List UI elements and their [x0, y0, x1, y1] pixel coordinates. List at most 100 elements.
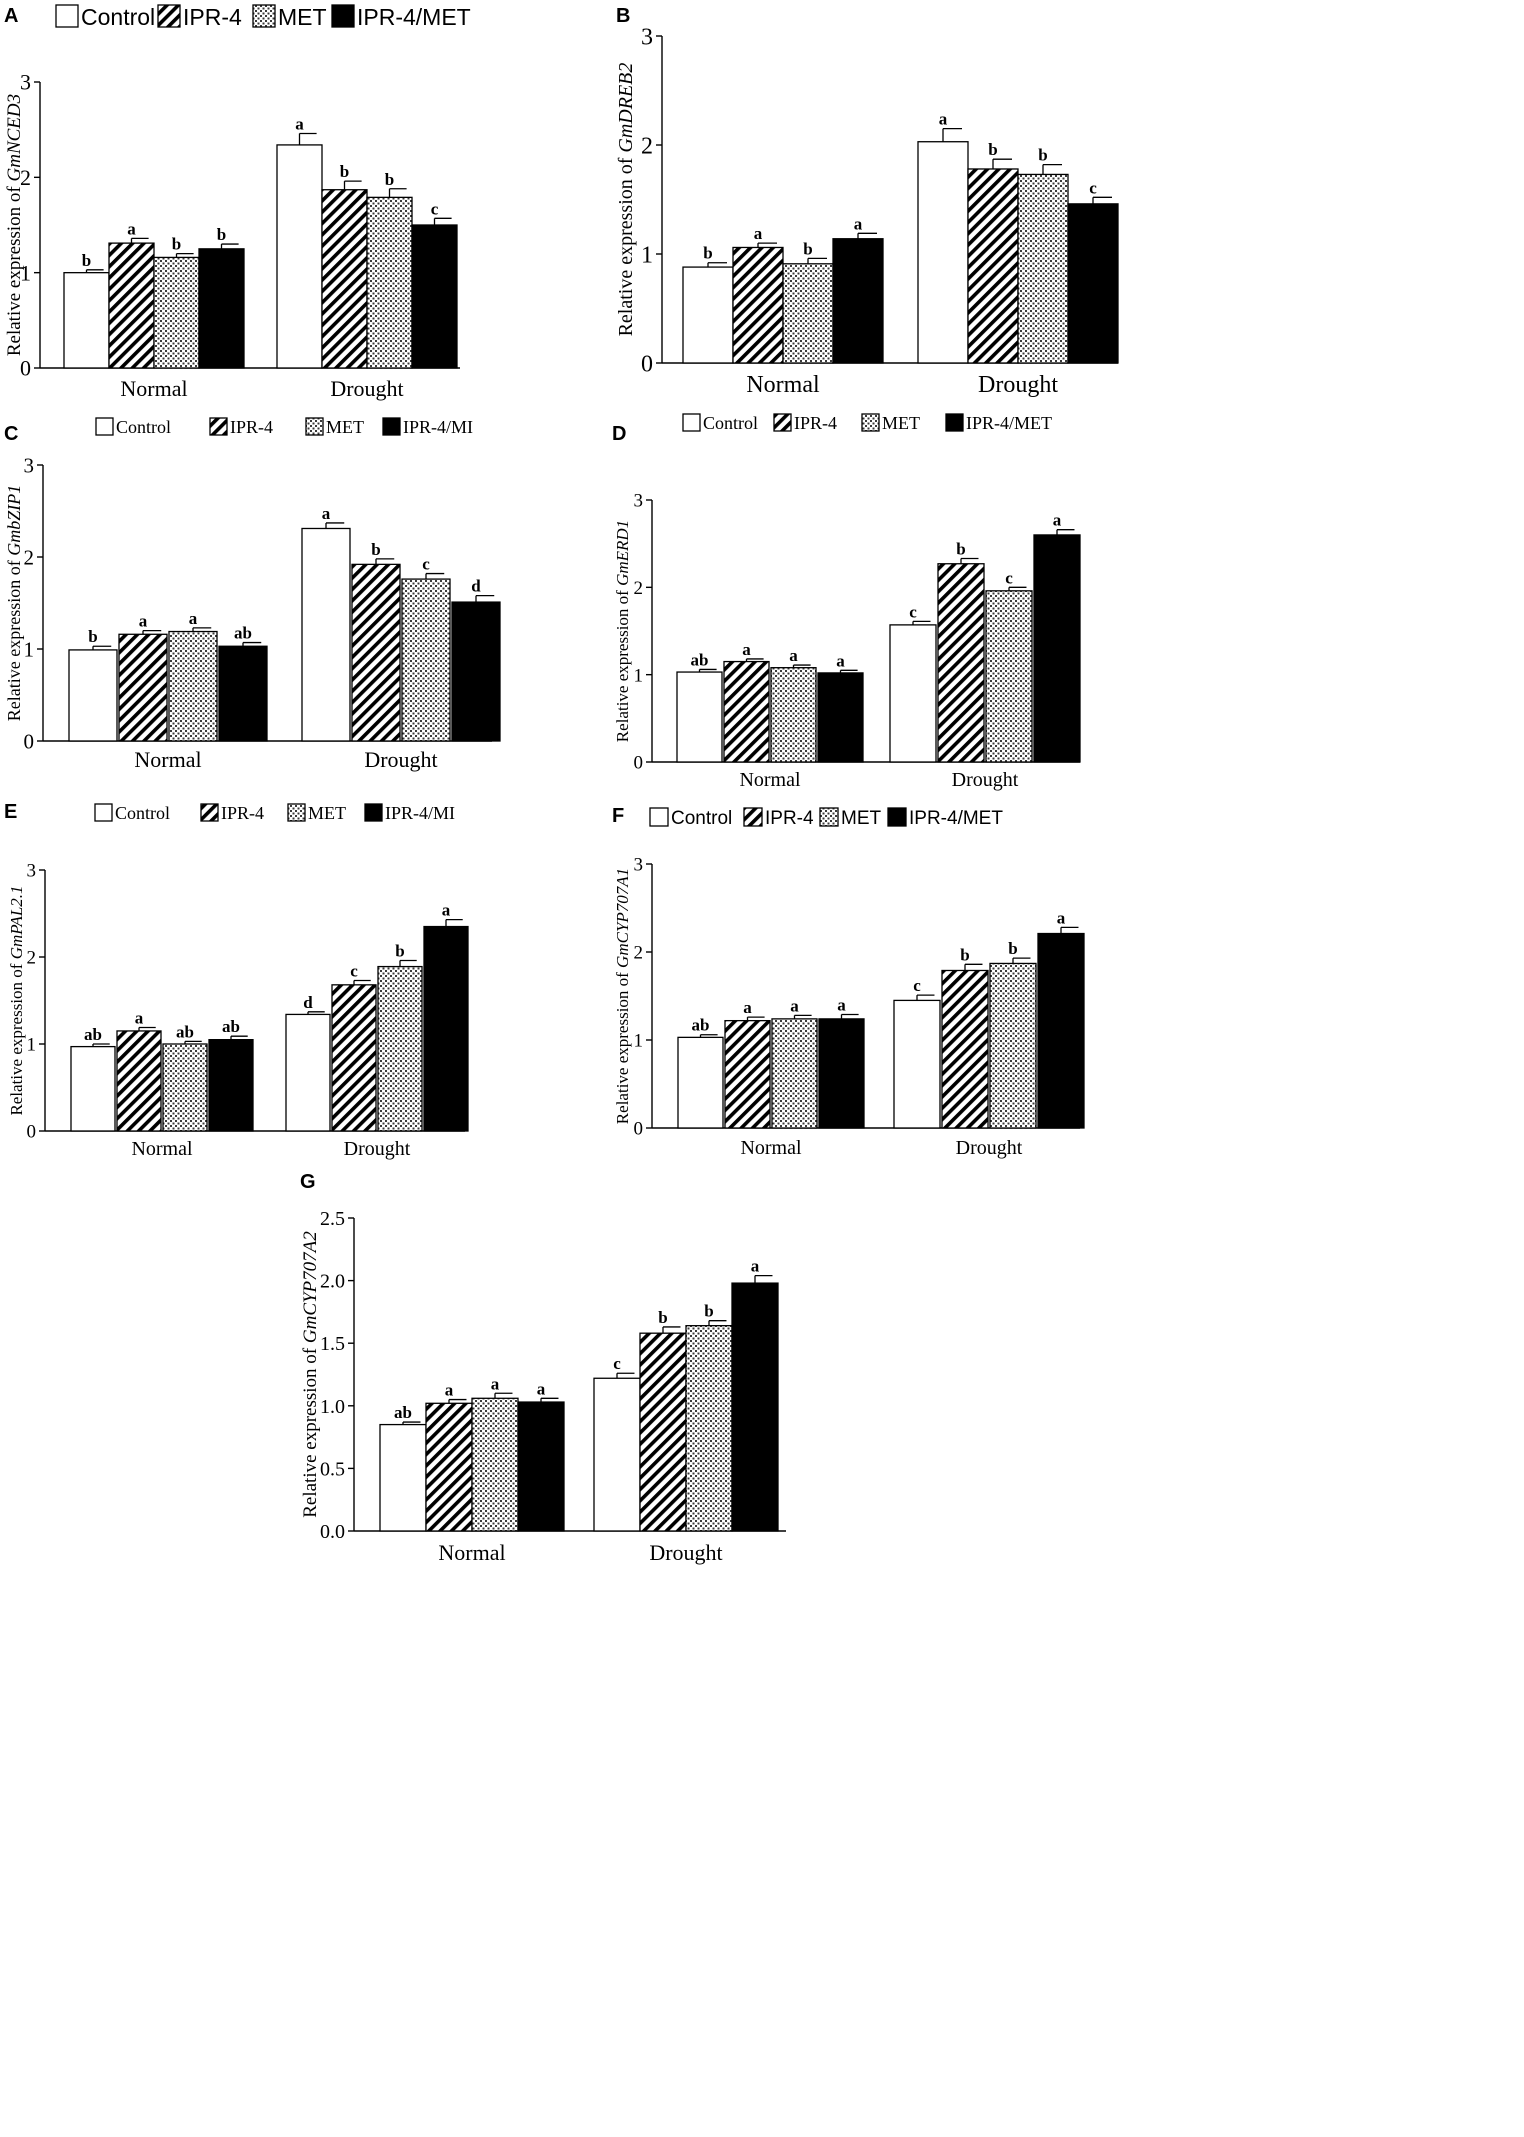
bar-ipr-4-drought — [937, 563, 985, 763]
legend-label: MET — [278, 4, 327, 30]
y-tick-label: 1 — [27, 1035, 37, 1056]
y-tick-label: 1 — [24, 637, 35, 661]
y-axis-label: Relative expression of GmPAL2.1 — [7, 885, 26, 1115]
significance-letter: a — [751, 1257, 760, 1276]
legend-swatch — [682, 413, 701, 432]
y-axis-label-prefix: Relative expression of — [300, 1343, 321, 1518]
legend-swatch — [364, 803, 383, 822]
y-tick-label: 1 — [634, 665, 644, 686]
panel-label: D — [612, 423, 626, 445]
bar-met-drought — [685, 1325, 733, 1532]
legend-swatch — [252, 4, 276, 28]
category-label: Drought — [330, 376, 403, 401]
y-tick-label: 0 — [634, 753, 644, 774]
significance-letter: b — [704, 1302, 713, 1321]
bar-control-drought — [917, 141, 969, 364]
bar-met-normal — [770, 667, 817, 763]
legend-label: MET — [308, 803, 346, 823]
bar-ipr-4-met-normal — [832, 238, 884, 364]
bar-ipr-4-met-drought — [1033, 534, 1081, 763]
y-axis-label-prefix: Relative expression of — [7, 959, 26, 1115]
y-tick-label: 0 — [634, 1119, 644, 1140]
category-label: Drought — [952, 769, 1019, 791]
significance-letter: b — [960, 945, 969, 964]
legend-swatch — [743, 807, 763, 827]
y-tick-label: 2.5 — [320, 1208, 345, 1230]
significance-letter: c — [422, 555, 430, 574]
legend-label: IPR-4/MET — [909, 808, 1003, 829]
bar-ipr-4-met-normal — [817, 672, 864, 763]
significance-letter: b — [703, 244, 712, 263]
legend-label: IPR-4 — [221, 803, 264, 823]
significance-letter: a — [939, 110, 948, 129]
significance-letter: b — [88, 627, 97, 646]
significance-letter: c — [1005, 568, 1013, 587]
panel-label: A — [4, 5, 18, 27]
y-tick-label: 1 — [634, 1031, 644, 1052]
y-axis-label-gene: GmNCED3 — [4, 94, 25, 182]
legend-label: IPR-4/MET — [357, 4, 471, 30]
bar-control-normal — [63, 272, 110, 369]
y-tick-label: 0 — [24, 729, 35, 753]
y-tick-label: 0 — [641, 351, 653, 377]
significance-letter: a — [743, 998, 752, 1017]
y-axis-label-prefix: Relative expression of — [4, 556, 24, 721]
bar-ipr-4-normal — [108, 242, 155, 369]
y-tick-label: 0 — [20, 356, 31, 381]
significance-letter: b — [988, 140, 997, 159]
significance-letter: c — [431, 199, 439, 218]
bar-met-normal — [782, 263, 834, 364]
y-tick-label: 3 — [24, 453, 35, 477]
bar-control-normal — [677, 1036, 724, 1129]
bar-ipr-4-normal — [723, 660, 770, 763]
legend-swatch — [861, 413, 880, 432]
y-axis-label: Relative expression of GmCYP707A1 — [613, 868, 632, 1124]
category-label: Normal — [740, 1137, 802, 1159]
bar-control-drought — [276, 144, 323, 369]
category-label: Normal — [134, 747, 201, 772]
significance-letter: c — [909, 602, 917, 621]
bar-ipr-4-drought — [941, 969, 989, 1129]
y-axis-label: Relative expression of GmbZIP1 — [4, 485, 24, 721]
legend: Control IPR-4 MET IPR-4/MI — [95, 417, 473, 437]
bar-ipr-4-met-drought — [423, 925, 469, 1132]
bar-met-normal — [168, 630, 218, 742]
bar-ipr-4-met-normal — [208, 1039, 254, 1132]
significance-letter: a — [836, 651, 845, 670]
significance-letter: a — [445, 1381, 454, 1400]
y-axis-label-gene: GmCYP707A2 — [300, 1231, 321, 1343]
significance-letter: a — [139, 612, 148, 631]
bar-control-drought — [593, 1377, 641, 1532]
bar-ipr-4-met-drought — [411, 224, 458, 369]
bar-ipr-4-met-drought — [451, 601, 501, 742]
y-tick-label: 1 — [641, 242, 653, 268]
y-tick-label: 1.5 — [320, 1333, 345, 1355]
significance-letter: ab — [234, 624, 252, 643]
legend-label: Control — [115, 803, 170, 823]
significance-letter: b — [658, 1308, 667, 1327]
category-label: Normal — [739, 769, 801, 791]
y-tick-label: 1 — [20, 260, 31, 285]
category-label: Drought — [344, 1138, 411, 1160]
y-tick-label: 3 — [634, 491, 644, 512]
bar-control-drought — [893, 999, 941, 1129]
bar-ipr-4-met-normal — [818, 1018, 865, 1129]
bar-ipr-4-met-drought — [731, 1282, 779, 1532]
legend-label: MET — [882, 413, 920, 433]
legend-label: Control — [671, 808, 732, 829]
bar-ipr-4-drought — [321, 189, 368, 369]
significance-letter: a — [189, 609, 198, 628]
bar-ipr-4-drought — [331, 984, 377, 1132]
legend-label: Control — [81, 4, 155, 30]
y-axis-label-prefix: Relative expression of — [4, 181, 25, 356]
significance-letter: d — [303, 993, 313, 1012]
significance-letter: a — [742, 640, 751, 659]
significance-letter: a — [491, 1374, 500, 1393]
y-tick-label: 2 — [24, 545, 35, 569]
y-tick-label: 3 — [634, 855, 644, 876]
legend-label: Control — [116, 417, 171, 437]
y-tick-label: 3 — [27, 861, 37, 882]
